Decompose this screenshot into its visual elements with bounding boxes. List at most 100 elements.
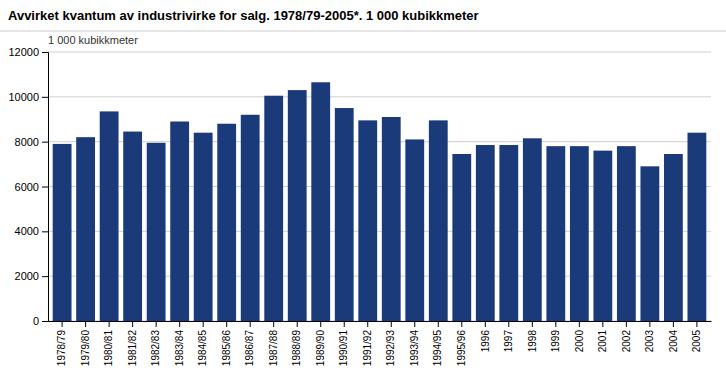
tick-mark (250, 321, 251, 327)
tick-label: 1986/87 (244, 330, 255, 367)
tick-label: 4000 (15, 225, 39, 237)
tick: 1983/84 (174, 321, 185, 366)
tick-label: 1981/82 (127, 330, 138, 367)
bar (570, 146, 589, 321)
bar (617, 146, 636, 321)
tick-label: 2005 (691, 330, 702, 353)
axis-line (42, 53, 49, 322)
tick-mark (367, 321, 368, 327)
tick-mark (320, 321, 321, 327)
tick-label: 2003 (644, 330, 655, 353)
tick-mark (579, 321, 580, 327)
tick-mark (626, 321, 627, 327)
tick-mark (42, 276, 48, 277)
tick-mark (42, 187, 48, 188)
tick-mark (62, 321, 63, 327)
tick-mark (532, 321, 533, 327)
tick: 1982/83 (150, 321, 161, 366)
tick-mark (85, 321, 86, 327)
title-separator (0, 31, 726, 32)
tick-mark (42, 231, 48, 232)
grid-line (48, 141, 711, 142)
grid (48, 52, 711, 321)
grid-line (48, 96, 711, 97)
tick-label: 1985/86 (221, 330, 232, 367)
tick-mark (391, 321, 392, 327)
tick-mark (273, 321, 274, 327)
bar (405, 139, 424, 321)
axis-line (49, 321, 712, 322)
tick: 8000 (15, 136, 48, 148)
tick-mark (297, 321, 298, 327)
tick-label: 1988/89 (291, 330, 302, 367)
bar (523, 138, 542, 321)
bar (429, 120, 448, 321)
tick-mark (203, 321, 204, 327)
tick: 1980/81 (103, 321, 114, 366)
bar (499, 145, 518, 321)
tick: 1986/87 (244, 321, 255, 366)
tick: 1996 (479, 321, 490, 352)
bar (546, 146, 565, 321)
bar (687, 133, 706, 321)
tick-label: 1990/91 (338, 330, 349, 367)
bar (264, 96, 283, 321)
bar (53, 144, 72, 321)
bar (147, 143, 166, 321)
tick-label: 2000 (15, 270, 39, 282)
tick-mark (696, 321, 697, 327)
bar (358, 120, 377, 321)
tick-label: 1993/94 (409, 330, 420, 367)
axis-title: 1 000 kubikkmeter (48, 34, 138, 46)
tick-mark (179, 321, 180, 327)
bar (241, 115, 260, 321)
tick-mark (508, 321, 509, 327)
tick: 1984/85 (197, 321, 208, 366)
x-axis: 1978/791979/801980/811981/821982/831983/… (49, 321, 712, 366)
tick: 1997 (503, 321, 514, 352)
tick-label: 1995/96 (456, 330, 467, 367)
tick-mark (42, 97, 48, 98)
tick-mark (42, 142, 48, 143)
tick-mark (132, 321, 133, 327)
tick-label: 1980/81 (103, 330, 114, 367)
tick-label: 8000 (15, 136, 39, 148)
grid-line (48, 52, 711, 53)
tick-label: 1987/88 (268, 330, 279, 367)
bars (53, 82, 707, 321)
bar (664, 154, 683, 321)
tick-mark (344, 321, 345, 327)
tick: 1981/82 (127, 321, 138, 366)
tick-label: 1989/90 (315, 330, 326, 367)
tick: 1999 (550, 321, 561, 352)
tick-label: 1996 (479, 330, 490, 353)
tick: 1993/94 (409, 321, 420, 366)
tick-label: 1997 (503, 330, 514, 353)
tick-label: 2004 (668, 330, 679, 353)
bar (476, 145, 495, 321)
tick: 1988/89 (291, 321, 302, 366)
tick-label: 1991/92 (362, 330, 373, 367)
tick: 4000 (15, 225, 48, 237)
plot: 0200040006000800010000120001978/791979/8… (8, 46, 711, 366)
chart: Avvirket kvantum av industrivirke for sa… (0, 0, 726, 377)
tick-label: 12000 (8, 46, 39, 58)
tick-label: 2000 (574, 330, 585, 353)
tick: 2002 (621, 321, 632, 352)
tick-mark (673, 321, 674, 327)
bar (194, 133, 213, 321)
tick: 0 (33, 315, 48, 327)
bar (452, 154, 471, 321)
tick: 6000 (15, 181, 48, 193)
tick: 1987/88 (268, 321, 279, 366)
bar (100, 111, 119, 321)
y-axis: 0 2000 4000 6000 8000 10000 12000 (8, 46, 48, 327)
tick: 1989/90 (315, 321, 326, 366)
tick-label: 2001 (597, 330, 608, 353)
tick-label: 6000 (15, 181, 39, 193)
tick: 2004 (668, 321, 679, 352)
tick: 10000 (8, 91, 48, 103)
tick: 1998 (527, 321, 538, 352)
tick-mark (555, 321, 556, 327)
bar (170, 121, 189, 321)
